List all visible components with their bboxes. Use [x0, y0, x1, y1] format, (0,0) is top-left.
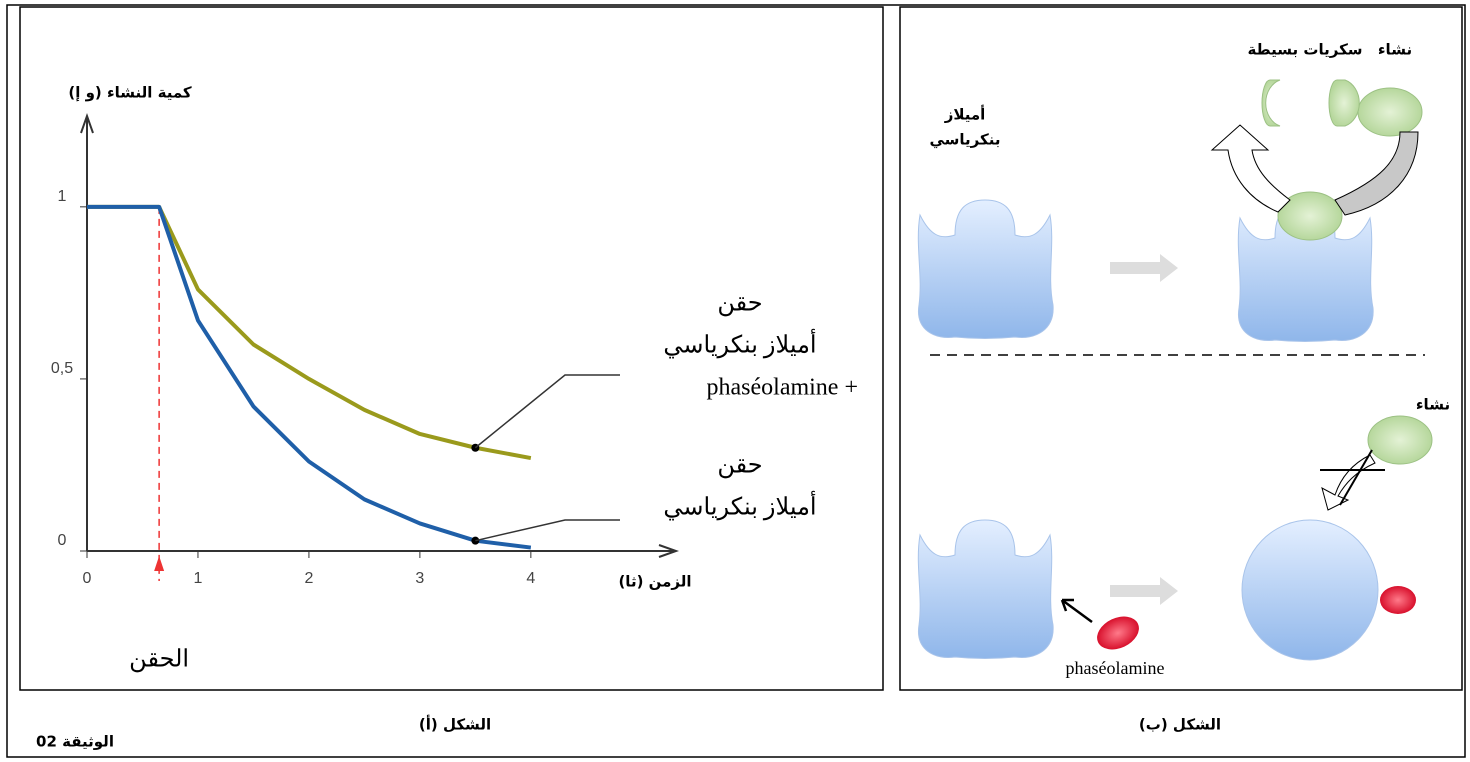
annotation: حقن: [717, 291, 762, 317]
annotation: أميلاز بنكرياسي: [663, 328, 816, 359]
enzyme: [918, 200, 1053, 339]
injection-arrow: [154, 556, 164, 571]
y-axis: [81, 116, 93, 551]
starch-label: نشاء: [1416, 396, 1450, 414]
x-axis-label: الزمن (ثا): [618, 573, 691, 591]
y-tick-label: 0,5: [51, 360, 73, 377]
phaseolamine: [1092, 610, 1145, 656]
line-series: [87, 207, 531, 458]
enzyme-label: أميلاز: [944, 105, 986, 124]
curved-arrow: [1335, 132, 1418, 215]
y-tick-label: 1: [58, 188, 67, 205]
x-tick-label: 2: [304, 570, 313, 587]
sugars-label: سكريات بسيطة: [1247, 41, 1362, 59]
enzyme: [918, 520, 1053, 659]
x-tick-label: 0: [83, 570, 92, 587]
annotation: phaséolamine +: [707, 375, 859, 401]
starch: [1368, 416, 1432, 464]
chart: كمية النشاء (و إ) الزمن (ثا) 0 0,5 1 0 1 2 3 4 ا…: [51, 84, 858, 673]
closed-enzyme: [1242, 520, 1378, 660]
annotation: أميلاز بنكرياسي: [663, 490, 816, 521]
caption: الوثيقة 02: [36, 733, 114, 751]
arrow: [1110, 577, 1178, 605]
x-tick-label: 3: [415, 570, 424, 587]
caption: الشكل (أ): [419, 715, 491, 734]
y-tick-label: 0: [58, 532, 67, 549]
injection-label: الحقن: [129, 647, 189, 673]
arrow: [1062, 600, 1092, 622]
x-axis: [87, 545, 676, 557]
leader-line: [475, 520, 620, 541]
blocked-arrow: [1322, 455, 1375, 510]
annotation: حقن: [717, 453, 762, 479]
sugar: [1329, 80, 1359, 126]
starch-label: نشاء: [1378, 41, 1412, 59]
page: الشكل (أ) الشكل (ب) الوثيقة 02 كمية النش…: [0, 0, 1470, 762]
enzyme-label: بنكرياسي: [929, 131, 1000, 149]
sugar: [1262, 80, 1280, 126]
leader-line: [475, 375, 620, 448]
x-tick-label: 1: [194, 570, 203, 587]
arrow: [1110, 254, 1178, 282]
phaseolamine: [1380, 586, 1416, 614]
inhibitor-label: phaséolamine: [1066, 658, 1165, 678]
x-tick-label: 4: [526, 570, 535, 587]
curved-arrow: [1212, 125, 1290, 212]
y-axis-label: كمية النشاء (و إ): [68, 84, 192, 102]
starch: [1358, 88, 1422, 136]
caption: الشكل (ب): [1139, 716, 1221, 734]
diagram: أميلاز بنكرياسي نشاء سكريات بسيطة نشاء p…: [918, 41, 1450, 679]
